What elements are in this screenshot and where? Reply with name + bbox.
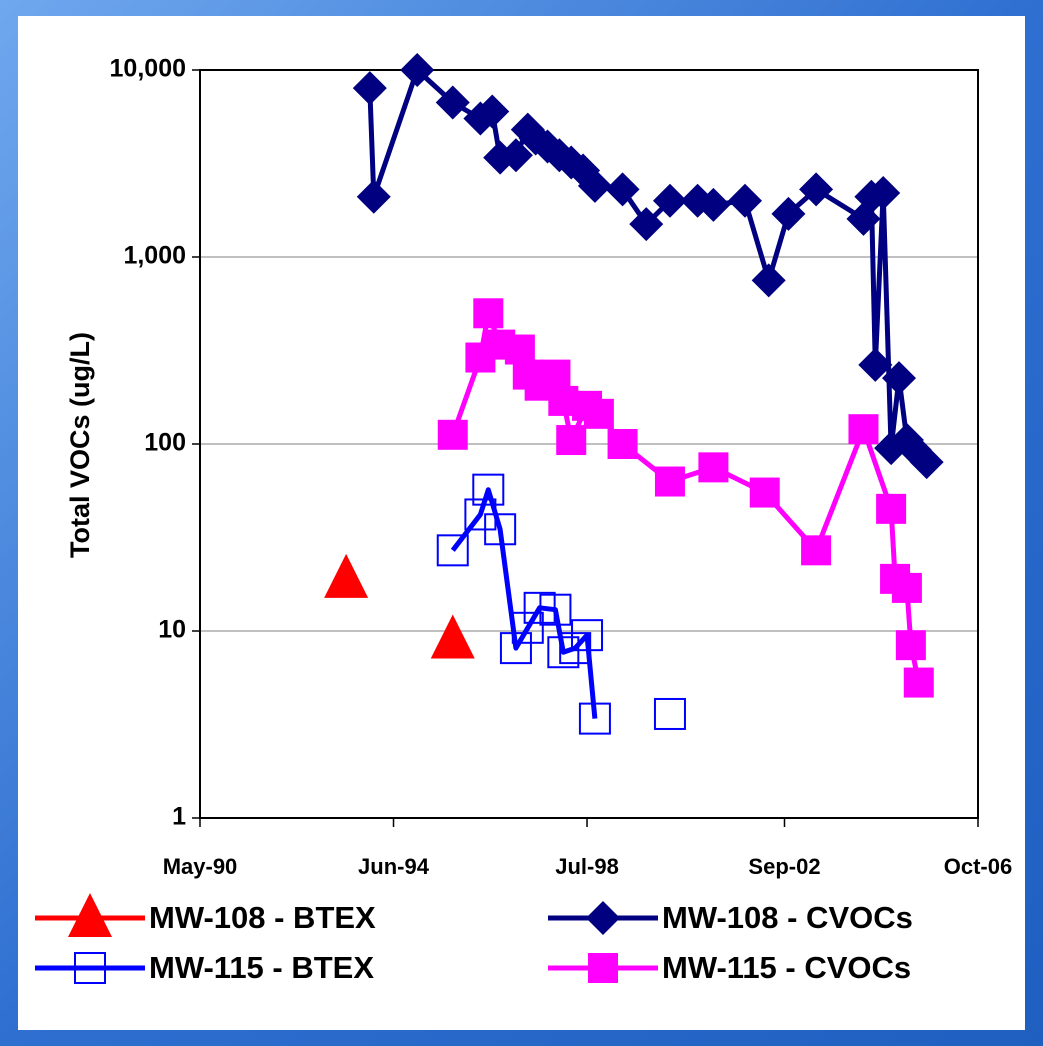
marker: [436, 534, 469, 567]
marker: [583, 398, 614, 429]
marker: [749, 477, 780, 508]
panel: [18, 16, 1025, 1030]
marker: [540, 359, 571, 390]
marker: [696, 187, 731, 222]
marker: [483, 140, 518, 175]
legend-label: MW-115 - BTEX: [149, 950, 374, 985]
marker: [473, 298, 504, 329]
marker: [801, 535, 832, 566]
marker: [654, 466, 685, 497]
marker: [653, 697, 686, 730]
marker: [430, 614, 475, 659]
marker: [848, 414, 879, 445]
marker: [607, 429, 638, 459]
marker: [559, 632, 592, 665]
marker: [577, 168, 612, 203]
y-tick-label: 1,000: [123, 242, 186, 270]
legend-label: MW-108 - CVOCs: [662, 900, 913, 935]
marker: [866, 175, 901, 210]
x-tick-label: Sep-02: [748, 854, 820, 879]
plot-frame: [199, 69, 979, 819]
marker: [437, 419, 468, 450]
y-tick-label: 100: [144, 429, 186, 457]
marker: [605, 172, 640, 207]
x-tick-label: Jul-98: [555, 854, 619, 879]
marker: [882, 361, 917, 396]
marker: [751, 263, 786, 298]
marker: [799, 172, 834, 207]
marker: [858, 347, 893, 382]
series-line: [367, 67, 929, 464]
marker: [499, 632, 532, 665]
marker: [484, 513, 517, 546]
x-tick-label: May-90: [163, 854, 238, 879]
marker: [578, 702, 611, 735]
y-axis-label: Total VOCs (ug/L): [65, 332, 95, 558]
legend-marker: [68, 893, 112, 937]
marker: [909, 445, 944, 480]
marker: [539, 593, 572, 626]
marker: [435, 85, 470, 120]
marker: [629, 207, 664, 242]
marker: [504, 334, 535, 365]
y-tick-label: 1: [172, 803, 186, 831]
x-tick-label: Oct-06: [944, 854, 1012, 879]
legend-label: MW-108 - BTEX: [149, 900, 376, 935]
marker: [891, 572, 922, 603]
x-tick-label: Jun-94: [358, 854, 430, 879]
marker: [472, 473, 505, 506]
marker: [652, 183, 687, 218]
marker: [475, 94, 510, 129]
marker: [511, 611, 544, 644]
marker: [571, 619, 604, 652]
marker: [727, 183, 762, 218]
y-tick-label: 10: [158, 616, 186, 644]
marker: [352, 71, 387, 106]
plot-area: [324, 53, 944, 735]
marker: [698, 452, 729, 483]
marker: [771, 196, 806, 231]
legend-marker: [74, 952, 106, 984]
y-tick-label: 10,000: [110, 55, 186, 83]
marker: [498, 138, 533, 173]
marker: [547, 636, 580, 669]
legend-label: MW-115 - CVOCs: [662, 950, 911, 985]
marker: [556, 425, 587, 456]
marker: [876, 493, 907, 524]
marker: [903, 667, 934, 698]
marker: [356, 179, 391, 214]
legend-marker: [588, 953, 618, 983]
marker: [895, 630, 926, 661]
marker: [400, 53, 435, 87]
marker: [324, 553, 369, 598]
legend-marker: [586, 901, 620, 935]
